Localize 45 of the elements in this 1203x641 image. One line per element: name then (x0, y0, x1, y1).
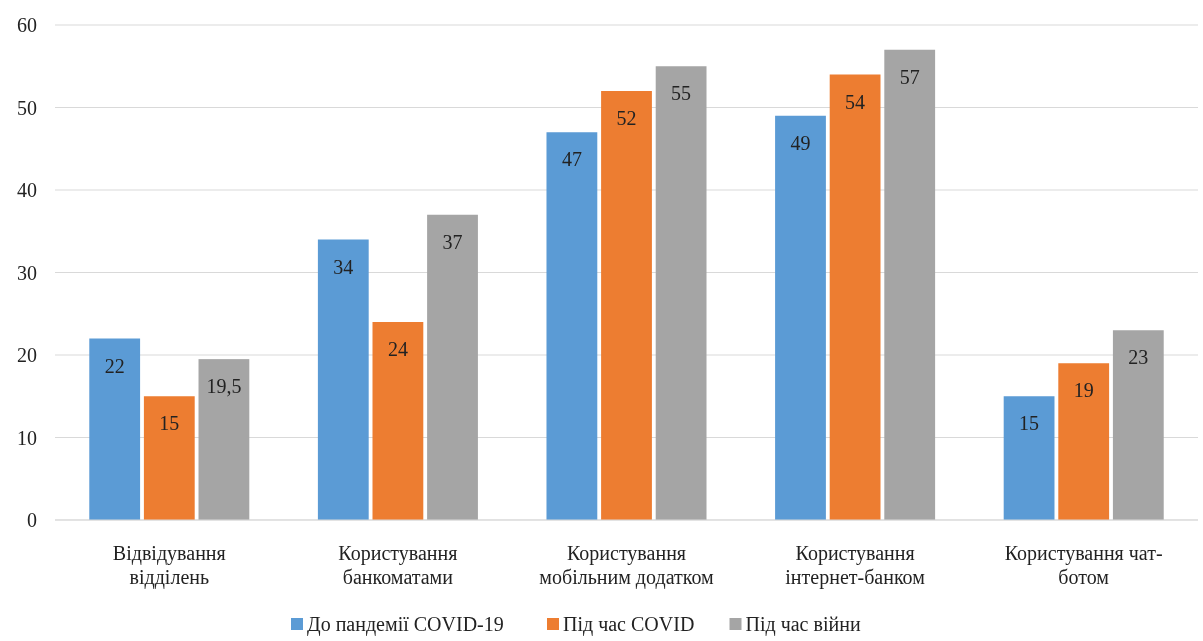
data-label: 55 (671, 82, 692, 105)
x-tick-label: Користування банкоматами (338, 542, 458, 588)
data-label: 15 (159, 412, 180, 435)
bar (427, 214, 478, 520)
y-tick-label: 10 (17, 426, 37, 449)
y-tick-label: 30 (17, 261, 37, 284)
bar (89, 338, 141, 520)
bar (775, 115, 826, 520)
bar (546, 132, 598, 520)
data-label: 19,5 (206, 375, 242, 398)
legend-label: Під час COVID (563, 613, 695, 636)
legend-label: До пандемії COVID-19 (307, 613, 504, 636)
y-tick-label: 40 (17, 179, 37, 201)
bar (829, 74, 881, 520)
y-tick-label: 20 (17, 344, 37, 366)
data-label: 15 (1019, 412, 1040, 435)
data-label: 24 (387, 338, 408, 360)
bar (884, 49, 936, 520)
y-tick-label: 0 (27, 509, 37, 531)
data-label: 47 (561, 148, 582, 171)
bar (655, 66, 707, 520)
bar (1112, 330, 1164, 520)
data-label: 52 (616, 107, 637, 129)
y-tick-label: 50 (17, 96, 37, 119)
data-label: 57 (899, 65, 920, 88)
bar (372, 322, 424, 520)
x-tick-label: Користування чат-ботом (1004, 542, 1163, 588)
bar (1058, 363, 1110, 520)
data-label: 34 (333, 255, 354, 278)
bar (1003, 396, 1055, 520)
bar (317, 239, 369, 520)
data-label: 49 (790, 131, 811, 154)
x-tick-label: Користування інтернет-банком (785, 542, 926, 589)
data-label: 22 (104, 354, 125, 377)
x-tick-label: Відвідування відділень (112, 542, 226, 589)
bar (198, 359, 250, 520)
bar (143, 396, 195, 520)
x-tick-label: Користування мобільним додатком (539, 542, 715, 589)
bar (601, 91, 652, 520)
data-label: 37 (442, 230, 463, 253)
y-tick-label: 60 (17, 14, 37, 36)
data-label: 23 (1128, 346, 1149, 369)
legend-label: Під час війни (745, 613, 861, 636)
data-label: 19 (1073, 379, 1094, 402)
data-label: 54 (845, 90, 866, 113)
